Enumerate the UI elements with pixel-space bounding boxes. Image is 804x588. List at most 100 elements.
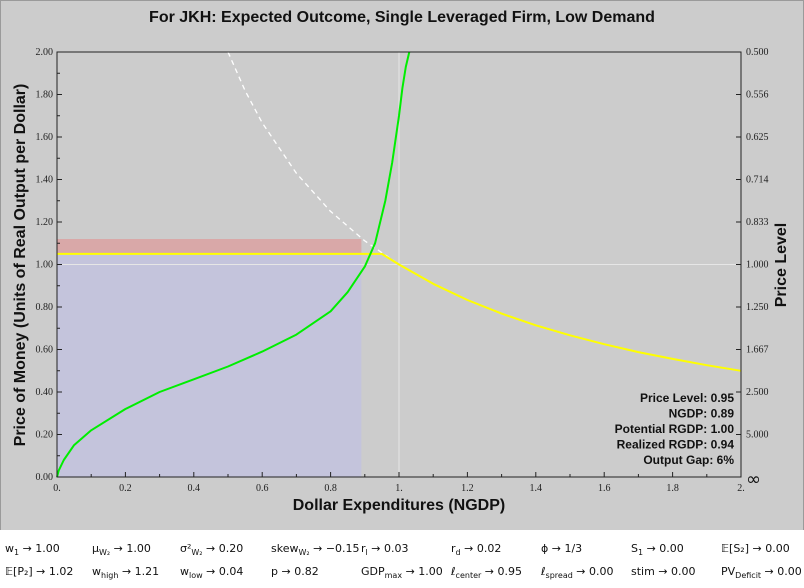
y-tick-label: 0.20 <box>36 430 54 441</box>
series-line-2 <box>57 252 742 372</box>
x-tick-label: 1. <box>395 483 403 494</box>
x-tick-label: 1.6 <box>598 483 611 494</box>
right-tick-label: 0.714 <box>746 175 769 186</box>
y-tick-label: 1.60 <box>36 132 54 143</box>
y-tick-label: 0.80 <box>36 302 54 313</box>
chart: For JKH: Expected Outcome, Single Levera… <box>12 9 790 514</box>
x-tick-label: 0. <box>53 483 61 494</box>
y-axis-ticks: 0.00 0.20 0.40 0.60 0.80 1.00 1.20 1.40 1.60 1.80… <box>36 47 62 483</box>
shaded-region-1 <box>57 253 362 477</box>
parameter-value: → 0.00 <box>572 565 614 578</box>
stat-line: Output Gap: 6% <box>643 453 734 467</box>
right-tick-label: 0.625 <box>746 132 769 143</box>
x-tick-label: 1.2 <box>461 483 474 494</box>
parameter-subscript: spread <box>545 571 573 581</box>
parameter-symbol: 𝔼[P₂] <box>5 565 33 578</box>
x-axis-ticks: 0. 0.2 0.4 0.6 0.8 1. 1.2 1.4 1.6 1.8 2. <box>53 472 745 494</box>
y-tick-label: 1.00 <box>36 260 54 271</box>
parameter-subscript: d <box>455 548 461 558</box>
parameter-value: → 0.03 <box>367 542 409 555</box>
y-tick-label: 0.00 <box>36 472 54 483</box>
parameter-item: 𝔼[P₂] → 1.02 <box>5 565 73 578</box>
right-tick-label: 5.000 <box>746 430 769 441</box>
right-axis-label: Price Level <box>773 223 790 308</box>
parameter-symbol: 𝔼[S₂] <box>721 542 749 555</box>
parameter-value: → 0.82 <box>277 565 319 578</box>
right-tick-label: 0.556 <box>746 90 769 101</box>
parameter-symbol: skew <box>271 542 299 555</box>
parameter-item: GDPmax → 1.00 <box>361 565 443 580</box>
parameter-subscript: 1 <box>14 548 20 558</box>
parameter-item: μW₂ → 1.00 <box>92 542 151 557</box>
parameter-item: S1 → 0.00 <box>631 542 684 557</box>
x-tick-label: 0.2 <box>119 483 132 494</box>
y-tick-label: 1.20 <box>36 217 54 228</box>
y-tick-label: 2.00 <box>36 47 54 58</box>
parameter-value: → 0.95 <box>481 565 522 578</box>
parameter-value: → 1.21 <box>118 565 160 578</box>
parameter-symbol: ϕ <box>541 542 549 555</box>
parameter-value: → 1.00 <box>19 542 60 555</box>
parameter-subscript: 1 <box>637 548 644 558</box>
parameter-symbol: w <box>92 565 101 578</box>
parameter-item: rl → 0.03 <box>361 542 408 557</box>
parameter-subscript: max <box>384 571 403 581</box>
parameter-item: w1 → 1.00 <box>5 542 60 557</box>
parameter-symbol: GDP <box>361 565 385 578</box>
x-tick-label: 0.4 <box>188 483 201 494</box>
parameter-symbol: PV <box>721 565 736 578</box>
right-tick-label: 1.000 <box>746 260 769 271</box>
parameter-subscript: center <box>455 571 482 581</box>
stat-line: Realized RGDP: 0.94 <box>617 438 735 452</box>
x-axis-label: Dollar Expenditures (NGDP) <box>293 497 505 514</box>
series-lines <box>56 51 742 478</box>
x-tick-label: 1.8 <box>666 483 679 494</box>
parameter-item: stim → 0.00 <box>631 565 696 578</box>
x-tick-label: 0.8 <box>324 483 337 494</box>
parameter-subscript: W₂ <box>298 548 310 558</box>
parameter-item: whigh → 1.21 <box>92 565 159 580</box>
chart-title: For JKH: Expected Outcome, Single Levera… <box>149 9 655 26</box>
y-tick-label: 1.40 <box>36 175 54 186</box>
parameter-strip: w1 → 1.00 μW₂ → 1.00 σ²W₂ → 0.20 skewW₂ → −… <box>0 530 804 588</box>
parameter-item: ϕ → 1/3 <box>541 542 582 555</box>
y-axis-label: Price of Money (Units of Real Output per… <box>12 84 29 447</box>
parameter-value: → 0.00 <box>761 565 802 578</box>
parameter-symbol: p <box>271 565 278 578</box>
shaded-region-2 <box>57 239 362 254</box>
parameter-symbol: ℓ <box>451 565 456 578</box>
parameter-value: → 0.00 <box>643 542 684 555</box>
parameter-item: σ²W₂ → 0.20 <box>180 542 243 557</box>
parameter-symbol: r <box>451 542 456 555</box>
parameter-item: PVDeficit → 0.00 <box>721 565 802 580</box>
parameter-subscript: W₂ <box>191 548 203 558</box>
x-tick-label: 1.4 <box>530 483 543 494</box>
right-tick-label: ∞ <box>746 469 761 490</box>
series-line-1 <box>56 51 411 478</box>
parameter-item: skewW₂ → −0.15 <box>271 542 360 557</box>
parameter-symbol: stim <box>631 565 655 578</box>
parameter-value: → 0.00 <box>654 565 696 578</box>
y-tick-label: 1.80 <box>36 90 54 101</box>
parameter-value: → 1.00 <box>402 565 443 578</box>
parameter-symbol: μ <box>92 542 99 555</box>
parameter-value: → 1.00 <box>110 542 151 555</box>
parameter-subscript: low <box>189 571 203 581</box>
parameter-item: p → 0.82 <box>271 565 319 578</box>
parameter-symbol: S <box>631 542 638 555</box>
parameter-subscript: l <box>365 548 368 558</box>
parameter-value: → 1.02 <box>32 565 74 578</box>
parameter-item: ℓcenter → 0.95 <box>451 565 522 580</box>
right-tick-label: 0.500 <box>746 47 769 58</box>
parameter-value: → 0.20 <box>202 542 244 555</box>
x-tick-label: 0.6 <box>256 483 269 494</box>
y-tick-label: 0.60 <box>36 345 54 356</box>
parameter-value: → 0.02 <box>460 542 502 555</box>
parameter-symbol: σ² <box>180 542 192 555</box>
shaded-regions <box>57 239 362 477</box>
parameter-value: → 0.00 <box>749 542 790 555</box>
parameter-symbol: w <box>180 565 189 578</box>
parameter-value: → 1/3 <box>548 542 583 555</box>
right-tick-label: 1.667 <box>746 345 769 356</box>
